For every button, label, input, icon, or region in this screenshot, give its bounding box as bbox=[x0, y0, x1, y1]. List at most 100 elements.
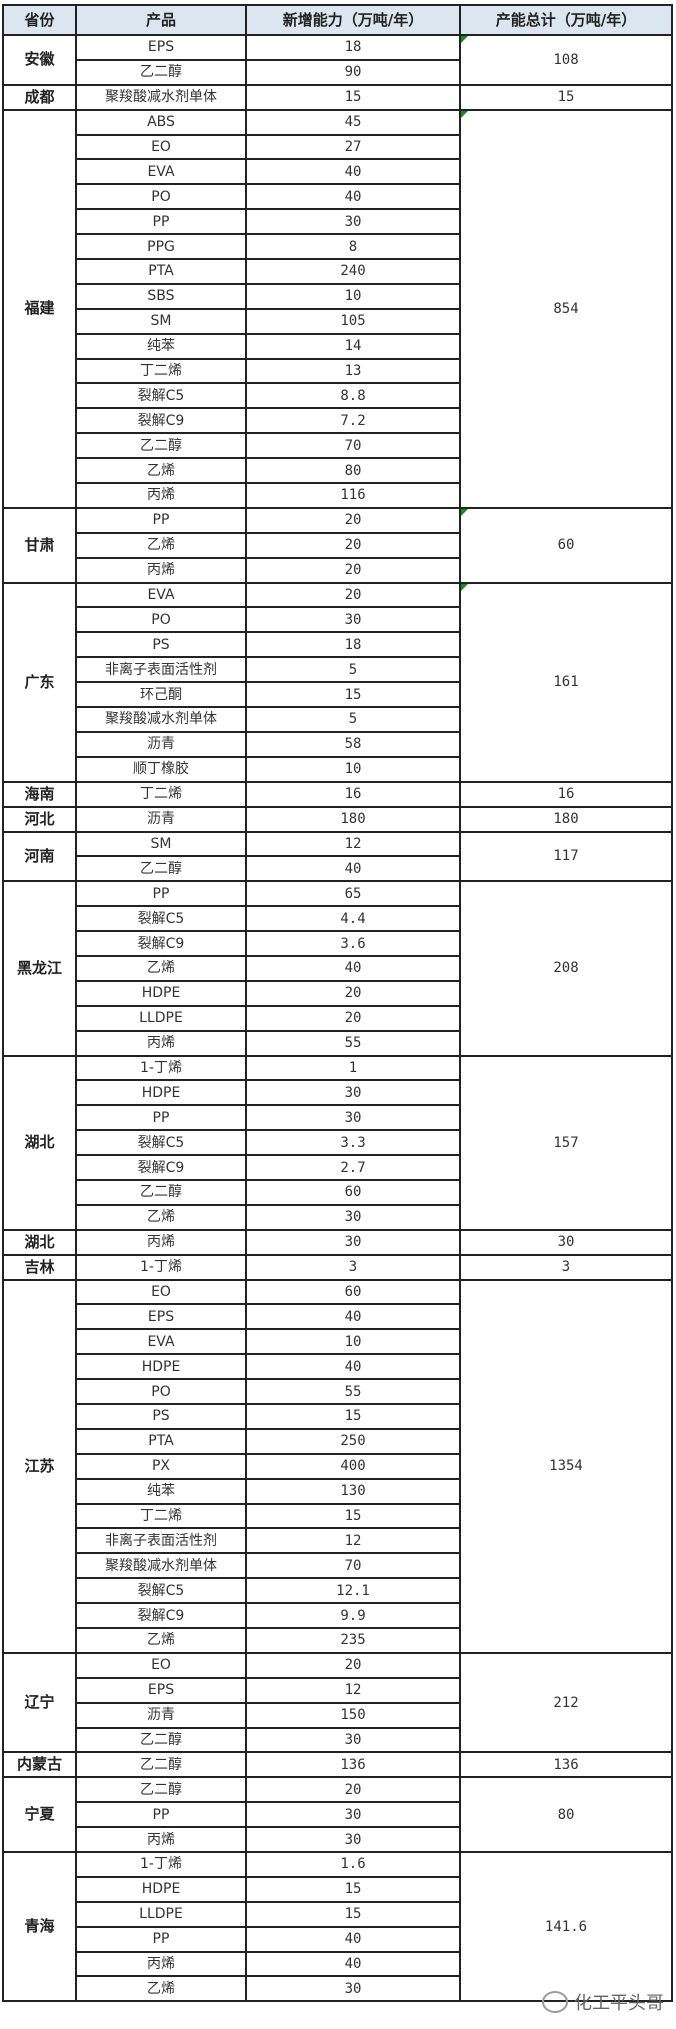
product-cell: EO bbox=[75, 1651, 247, 1679]
new-capacity-cell: 12 bbox=[245, 1527, 461, 1555]
new-capacity-cell: 15 bbox=[245, 1875, 461, 1903]
product-cell: 裂解C9 bbox=[75, 1154, 247, 1181]
table-row: 丙烯 30 bbox=[3, 1826, 672, 1854]
province-cell: 湖北 bbox=[2, 1054, 77, 1231]
table-row: 江苏 EO 60 1354 bbox=[2, 1278, 673, 1654]
table-row: 乙二醇 40 bbox=[3, 855, 672, 883]
table-row: 福建 ABS 45 854 bbox=[2, 108, 673, 509]
product-cell: EPS bbox=[75, 1676, 247, 1704]
table-row: 辽宁 EO 20 212 bbox=[2, 1651, 673, 1754]
product-cell: SBS bbox=[75, 282, 247, 310]
total-capacity-value: 15 bbox=[557, 89, 575, 106]
product-cell: EVA bbox=[75, 581, 247, 609]
table-row: EO 27 bbox=[3, 133, 672, 161]
new-capacity-cell: 80 bbox=[245, 457, 461, 485]
total-capacity-cell: 208 bbox=[459, 880, 673, 1057]
product-cell: 裂解C5 bbox=[75, 905, 247, 933]
product-cell: PP bbox=[75, 880, 247, 908]
table-row: LLDPE 20 bbox=[3, 1004, 672, 1032]
new-capacity-cell: 400 bbox=[245, 1452, 461, 1480]
product-cell: SM bbox=[75, 307, 247, 335]
product-cell: 丁二烯 bbox=[75, 357, 247, 385]
new-capacity-cell: 130 bbox=[245, 1477, 461, 1505]
header-row: 省份 产品 新增能力（万吨/年） 产能总计（万吨/年） bbox=[2, 4, 673, 36]
product-cell: 乙烯 bbox=[75, 1627, 247, 1654]
table-row: PO 55 bbox=[3, 1378, 672, 1405]
new-capacity-cell: 30 bbox=[245, 606, 461, 634]
table-row: 安徽 EPS 18 108 bbox=[2, 34, 673, 86]
total-capacity-cell: 16 bbox=[459, 780, 673, 808]
total-capacity-value: 161 bbox=[553, 674, 579, 691]
table-row: 丙烯 40 bbox=[3, 1950, 672, 1978]
product-cell: 裂解C9 bbox=[75, 1602, 247, 1629]
table-row: 环己酮 15 bbox=[3, 681, 672, 709]
province-cell: 河南 bbox=[2, 830, 77, 883]
table-row: SM 105 bbox=[3, 307, 672, 335]
province-cell: 内蒙古 bbox=[2, 1751, 77, 1779]
new-capacity-cell: 5 bbox=[245, 656, 461, 684]
table-row: 宁夏 乙二醇 20 80 bbox=[2, 1776, 673, 1854]
table-row: 聚羧酸减水剂单体 5 bbox=[3, 706, 672, 733]
table-row: PP 40 bbox=[3, 1925, 672, 1953]
header-total-capacity: 产能总计（万吨/年） bbox=[459, 4, 673, 36]
table-row: 乙烯 40 bbox=[3, 954, 672, 982]
total-capacity-value: 141.6 bbox=[544, 1918, 588, 1935]
new-capacity-cell: 2.7 bbox=[245, 1154, 461, 1181]
table-row: EVA 10 bbox=[3, 1328, 672, 1356]
product-cell: 聚羧酸减水剂单体 bbox=[75, 706, 247, 733]
new-capacity-cell: 5 bbox=[245, 706, 461, 733]
new-capacity-cell: 150 bbox=[245, 1701, 461, 1729]
new-capacity-cell: 20 bbox=[245, 581, 461, 609]
table-row: 非离子表面活性剂 5 bbox=[3, 656, 672, 684]
total-capacity-cell: 180 bbox=[459, 805, 673, 833]
new-capacity-cell: 12 bbox=[245, 1676, 461, 1704]
product-cell: 乙二醇 bbox=[75, 1776, 247, 1804]
product-cell: 丁二烯 bbox=[75, 780, 247, 808]
new-capacity-cell: 55 bbox=[245, 1378, 461, 1405]
product-cell: 非离子表面活性剂 bbox=[75, 1527, 247, 1555]
product-cell: 沥青 bbox=[75, 1701, 247, 1729]
table-row: 广东 EVA 20 161 bbox=[2, 581, 673, 783]
new-capacity-cell: 14 bbox=[245, 332, 461, 360]
table-row: 丙烯 116 bbox=[3, 482, 672, 509]
watermark-logo: 化工平头哥 bbox=[542, 1989, 664, 2015]
product-cell: PO bbox=[75, 183, 247, 211]
table-row: 内蒙古 乙二醇 136 136 bbox=[2, 1751, 673, 1779]
table-row: PS 15 bbox=[3, 1402, 672, 1430]
new-capacity-cell: 235 bbox=[245, 1627, 461, 1654]
table-row: 河北 沥青 180 180 bbox=[2, 805, 673, 833]
total-capacity-value: 3 bbox=[561, 1259, 571, 1276]
product-cell: PS bbox=[75, 1402, 247, 1430]
total-capacity-value: 136 bbox=[553, 1756, 579, 1773]
product-cell: EO bbox=[75, 133, 247, 161]
new-capacity-cell: 136 bbox=[245, 1751, 461, 1779]
new-capacity-cell: 8 bbox=[245, 233, 461, 261]
table-row: 沥青 150 bbox=[3, 1701, 672, 1729]
new-capacity-cell: 105 bbox=[245, 307, 461, 335]
product-cell: PP bbox=[75, 506, 247, 534]
table-row: 湖北 丙烯 30 30 bbox=[2, 1228, 673, 1256]
new-capacity-cell: 20 bbox=[245, 1776, 461, 1804]
new-capacity-cell: 20 bbox=[245, 1651, 461, 1679]
product-cell: 乙烯 bbox=[75, 531, 247, 559]
product-cell: HDPE bbox=[75, 979, 247, 1007]
new-capacity-cell: 3 bbox=[245, 1253, 461, 1281]
new-capacity-cell: 20 bbox=[245, 979, 461, 1007]
product-cell: 非离子表面活性剂 bbox=[75, 656, 247, 684]
product-cell: 裂解C9 bbox=[75, 407, 247, 435]
product-cell: 乙二醇 bbox=[75, 1178, 247, 1206]
table-row: 黑龙江 PP 65 208 bbox=[2, 880, 673, 1057]
table-row: PO 40 bbox=[3, 183, 672, 211]
new-capacity-cell: 30 bbox=[245, 1826, 461, 1854]
new-capacity-cell: 15 bbox=[245, 681, 461, 709]
new-capacity-cell: 10 bbox=[245, 282, 461, 310]
table-row: PPG 8 bbox=[3, 233, 672, 261]
new-capacity-cell: 55 bbox=[245, 1029, 461, 1057]
product-cell: 丙烯 bbox=[75, 556, 247, 584]
total-capacity-cell: 136 bbox=[459, 1751, 673, 1779]
table-row: 裂解C9 3.6 bbox=[3, 930, 672, 957]
new-capacity-cell: 30 bbox=[245, 208, 461, 236]
product-cell: 丙烯 bbox=[75, 1029, 247, 1057]
table-row: 顺丁橡胶 10 bbox=[3, 755, 672, 783]
total-capacity-value: 180 bbox=[553, 811, 579, 828]
